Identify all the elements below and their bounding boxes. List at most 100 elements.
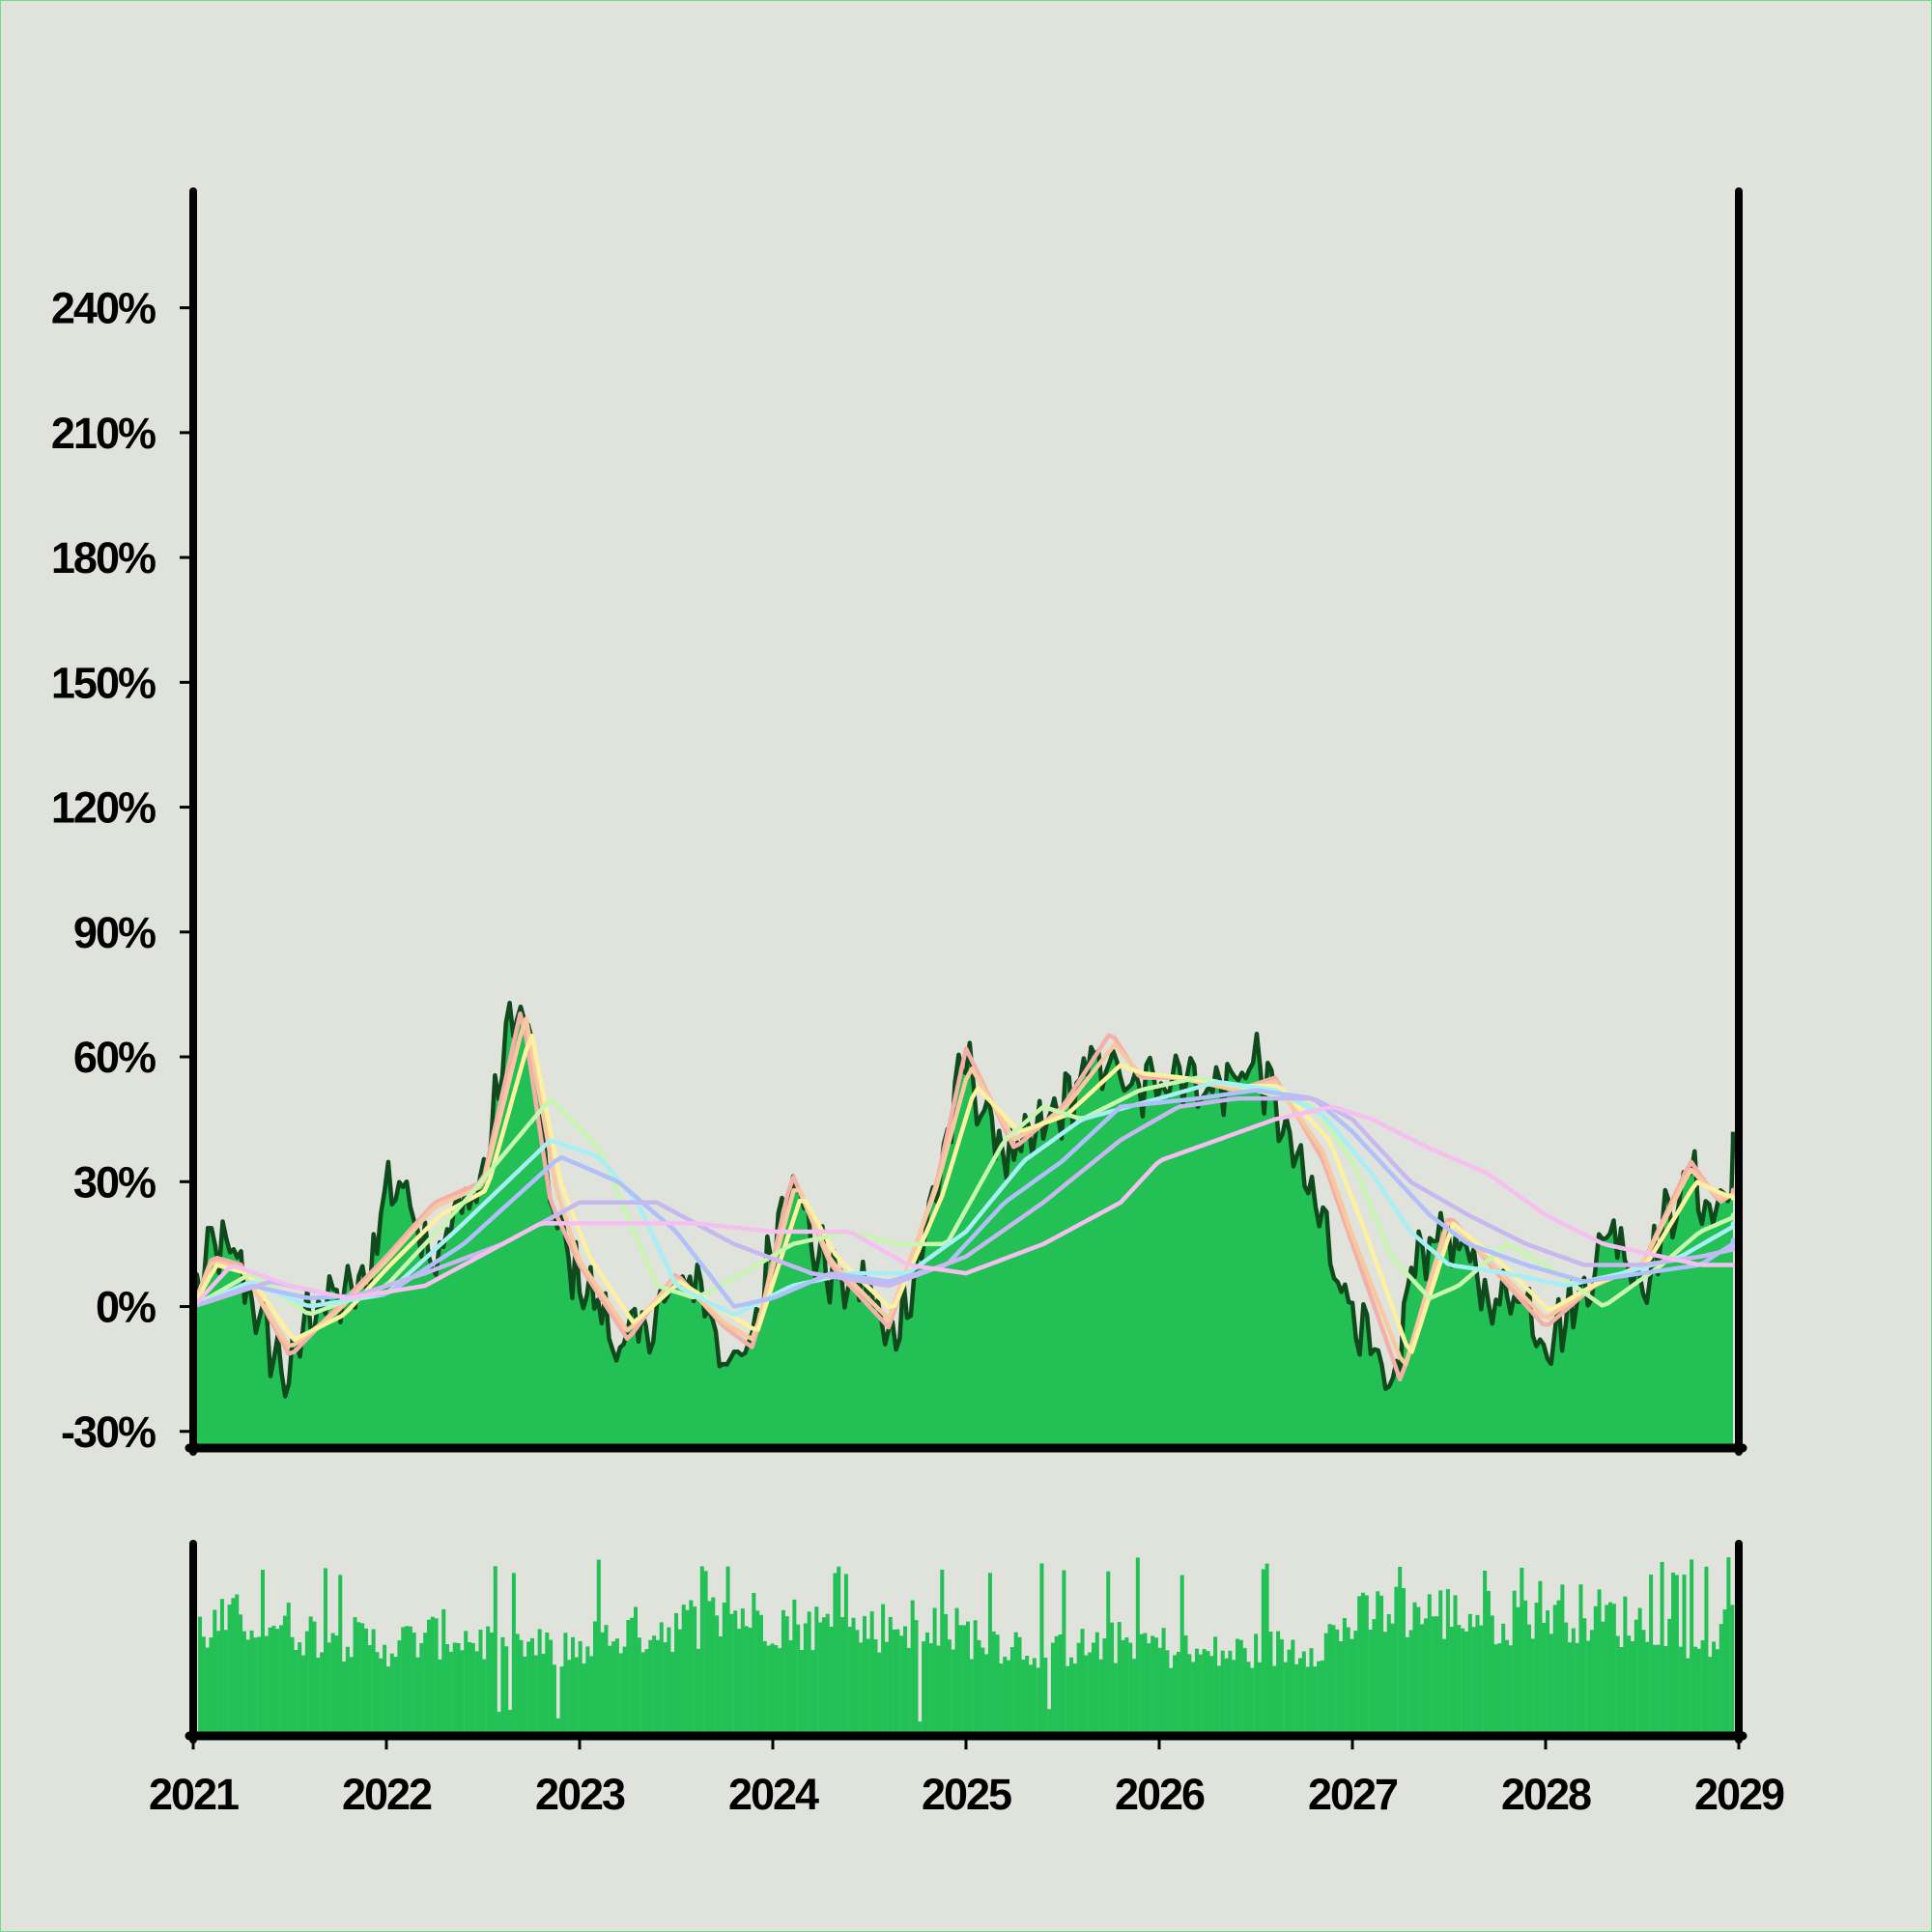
volume-bar [1445,1589,1450,1736]
volume-bar [833,1573,838,1736]
moving-average-line-7 [190,1095,1736,1309]
volume-bar [1548,1634,1553,1736]
volume-bar [744,1626,749,1736]
volume-bar [1128,1642,1133,1736]
volume-bar [792,1599,797,1736]
volume-bar [1360,1592,1365,1736]
volume-bar [1663,1646,1668,1736]
volume-bar [345,1646,350,1736]
volume-bar [1608,1602,1613,1736]
volume-bar [1379,1595,1384,1736]
volume-bar [316,1658,321,1736]
volume-bar [881,1604,886,1736]
volume-bar [1730,1605,1735,1736]
volume-bar [1649,1575,1654,1736]
volume-bar [1546,1610,1550,1736]
volume-bar [401,1627,406,1736]
volume-bar [689,1600,694,1736]
volume-bar [448,1651,453,1736]
x-tick-label: 2028 [1501,1770,1591,1819]
volume-bar [460,1650,465,1736]
volume-bar [1368,1630,1373,1736]
volume-bar [301,1655,306,1736]
volume-bar [298,1642,302,1736]
volume-bar [884,1641,889,1736]
volume-bar [774,1645,779,1736]
volume-bar [1398,1566,1403,1736]
volume-bar [703,1571,708,1736]
volume-bar [1054,1635,1059,1736]
volume-bar [766,1645,771,1736]
price-panel: -30% 0% 30% 60% 90% 120% 150% 180% 210% 240% [51,187,1747,1457]
volume-bar [800,1650,805,1736]
volume-bar [1339,1641,1344,1736]
volume-bar [711,1597,716,1736]
volume-bar [1202,1649,1207,1736]
volume-bar [342,1661,347,1736]
volume-bar [1376,1591,1380,1736]
volume-bar [847,1627,852,1736]
volume-bar [936,1645,941,1736]
volume-bar [235,1594,240,1736]
volume-bar [423,1633,428,1736]
volume-bar [604,1625,609,1736]
volume-bar [663,1642,668,1736]
x-axis: 2021 2022 2023 2024 2025 2026 2027 2028 2029 [149,1736,1786,1819]
volume-bar [995,1634,1000,1736]
volume-bar [537,1629,542,1736]
volume-bar [1560,1584,1565,1736]
volume-bar [1017,1636,1022,1736]
volume-bar [508,1710,513,1736]
volume-bar [268,1627,272,1736]
volume-bar [1461,1628,1465,1736]
volume-bar [1601,1621,1605,1736]
y-tick-label: 150% [51,658,156,707]
volume-bar [1364,1595,1369,1736]
volume-bar [1471,1627,1476,1736]
volume-bar [434,1618,439,1736]
volume-bar [213,1609,217,1736]
moving-average-line-2 [190,1016,1736,1367]
volume-bar [851,1617,856,1736]
volume-bar [977,1639,981,1736]
volume-bar [1088,1652,1093,1736]
volume-bar [1457,1625,1462,1736]
volume-bar [582,1663,586,1736]
volume-bar [216,1631,221,1736]
volume-bar [810,1650,815,1736]
volume-bar [958,1625,963,1736]
volume-bar [1272,1665,1277,1736]
volume-bar [511,1573,516,1736]
volume-bar [1497,1643,1502,1736]
volume-bar [383,1644,387,1736]
volume-bar [323,1568,327,1736]
volume-bar [1238,1639,1243,1736]
x-tick-label: 2029 [1694,1770,1784,1819]
volume-bar [294,1650,298,1736]
volume-bar [837,1566,841,1736]
volume-bar [655,1639,660,1736]
volume-bar [829,1627,834,1736]
volume-bar [1183,1634,1188,1736]
volume-bar [1597,1589,1602,1736]
volume-bar [239,1614,243,1736]
volume-bar [470,1642,475,1736]
volume-bar [1637,1607,1642,1736]
volume-bar [1708,1657,1713,1736]
volume-bar [1009,1647,1014,1736]
volume-bar [1305,1666,1310,1736]
volume-bar [1656,1644,1661,1736]
x-tick-label: 2027 [1308,1770,1398,1819]
volume-bar [1147,1643,1151,1736]
volume-bar [304,1631,309,1736]
volume-bar [1276,1631,1281,1736]
volume-bar [821,1617,826,1736]
volume-bar [1568,1642,1573,1736]
volume-bar [1516,1606,1520,1736]
volume-bar [803,1623,808,1736]
volume-bar [1630,1641,1634,1736]
volume-bar [906,1647,911,1736]
volume-bar [338,1575,343,1736]
volume-bar [1467,1613,1472,1736]
